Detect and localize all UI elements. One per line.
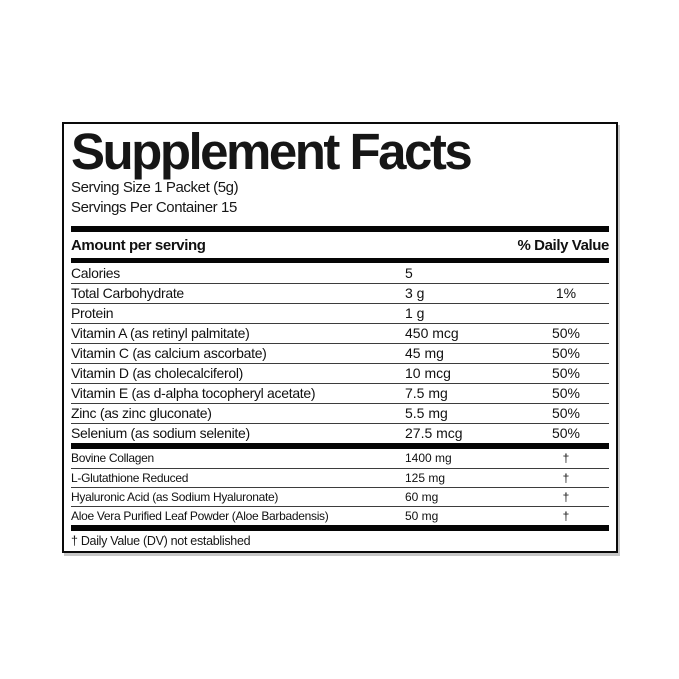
nutrient-daily-value: † — [562, 471, 570, 485]
nutrient-name: Protein — [71, 305, 114, 321]
nutrient-amount: 1 g — [405, 305, 425, 321]
nutrient-name: Zinc (as zinc gluconate) — [71, 405, 212, 421]
nutrient-amount: 7.5 mg — [405, 385, 448, 401]
nutrient-name: Aloe Vera Purified Leaf Powder (Aloe Bar… — [71, 509, 329, 523]
table-row: Hyaluronic Acid (as Sodium Hyaluronate) 6… — [71, 487, 609, 506]
table-row: Vitamin A (as retinyl palmitate) 450 mcg 5… — [71, 323, 609, 343]
nutrient-amount: 60 mg — [405, 490, 439, 504]
nutrient-daily-value: † — [562, 509, 570, 523]
nutrient-amount: 1400 mg — [405, 451, 452, 465]
footnote: † Daily Value (DV) not established — [71, 534, 251, 548]
table-row: Zinc (as zinc gluconate) 5.5 mg 50% — [71, 403, 609, 423]
table-row: Vitamin C (as calcium ascorbate) 45 mg 50% — [71, 343, 609, 363]
table-row: Selenium (as sodium selenite) 27.5 mcg 50% — [71, 423, 609, 443]
table-row: Bovine Collagen 1400 mg † — [71, 449, 609, 468]
nutrient-daily-value: 50% — [551, 365, 581, 381]
nutrient-amount: 450 mcg — [405, 325, 459, 341]
nutrient-daily-value: 50% — [551, 405, 581, 421]
table-row: Vitamin E (as d-alpha tocopheryl acetate… — [71, 383, 609, 403]
nutrient-name: Selenium (as sodium selenite) — [71, 425, 250, 441]
nutrient-amount: 3 g — [405, 285, 425, 301]
nutrient-daily-value: 50% — [551, 325, 581, 341]
nutrient-amount: 10 mcg — [405, 365, 451, 381]
daily-value-header: % Daily Value — [517, 237, 609, 254]
table-row: Protein 1 g — [71, 303, 609, 323]
nutrient-daily-value: † — [562, 490, 570, 504]
nutrient-rows-blend: Bovine Collagen 1400 mg † L-Glutathione Red… — [71, 449, 609, 525]
table-row: Total Carbohydrate 3 g 1% — [71, 283, 609, 303]
nutrient-amount: 45 mg — [405, 345, 444, 361]
amount-per-serving-header: Amount per serving — [71, 237, 206, 254]
table-row: Aloe Vera Purified Leaf Powder (Aloe Bar… — [71, 506, 609, 525]
nutrient-daily-value: 50% — [551, 425, 581, 441]
divider-bar-blend — [71, 443, 609, 449]
table-row: Calories 5 — [71, 263, 609, 283]
nutrient-rows-main: Calories 5 Total Carbohydrate 3 g 1% Protein 1… — [71, 263, 609, 443]
servings-per-container-text: Servings Per Container 15 — [71, 199, 237, 216]
serving-size-text: Serving Size 1 Packet (5g) — [71, 179, 239, 196]
nutrient-name: Calories — [71, 265, 120, 281]
nutrient-daily-value: 1% — [555, 285, 577, 301]
nutrient-name: Vitamin D (as cholecalciferol) — [71, 365, 244, 381]
nutrient-daily-value: 50% — [551, 345, 581, 361]
nutrient-name: Vitamin C (as calcium ascorbate) — [71, 345, 267, 361]
nutrient-name: Bovine Collagen — [71, 451, 154, 465]
nutrient-name: Total Carbohydrate — [71, 285, 184, 301]
nutrient-daily-value: † — [562, 451, 570, 465]
supplement-facts-label: Supplement Facts Serving Size 1 Packet (… — [62, 122, 618, 553]
nutrient-daily-value: 50% — [551, 385, 581, 401]
nutrient-amount: 27.5 mcg — [405, 425, 463, 441]
nutrient-amount: 5 — [405, 265, 413, 281]
nutrient-name: Vitamin E (as d-alpha tocopheryl acetate… — [71, 385, 316, 401]
divider-bar-top — [71, 226, 609, 232]
table-header-row: Amount per serving % Daily Value — [71, 232, 609, 258]
label-title: Supplement Facts — [71, 123, 473, 180]
nutrient-name: Vitamin A (as retinyl palmitate) — [71, 325, 250, 341]
nutrient-name: L-Glutathione Reduced — [71, 471, 189, 485]
table-row: L-Glutathione Reduced 125 mg † — [71, 468, 609, 487]
nutrient-amount: 5.5 mg — [405, 405, 448, 421]
divider-bar-header — [71, 258, 609, 263]
divider-bar-footnote — [71, 525, 609, 531]
nutrient-amount: 50 mg — [405, 509, 439, 523]
nutrient-name: Hyaluronic Acid (as Sodium Hyaluronate) — [71, 490, 279, 504]
nutrient-amount: 125 mg — [405, 471, 446, 485]
table-row: Vitamin D (as cholecalciferol) 10 mcg 50% — [71, 363, 609, 383]
